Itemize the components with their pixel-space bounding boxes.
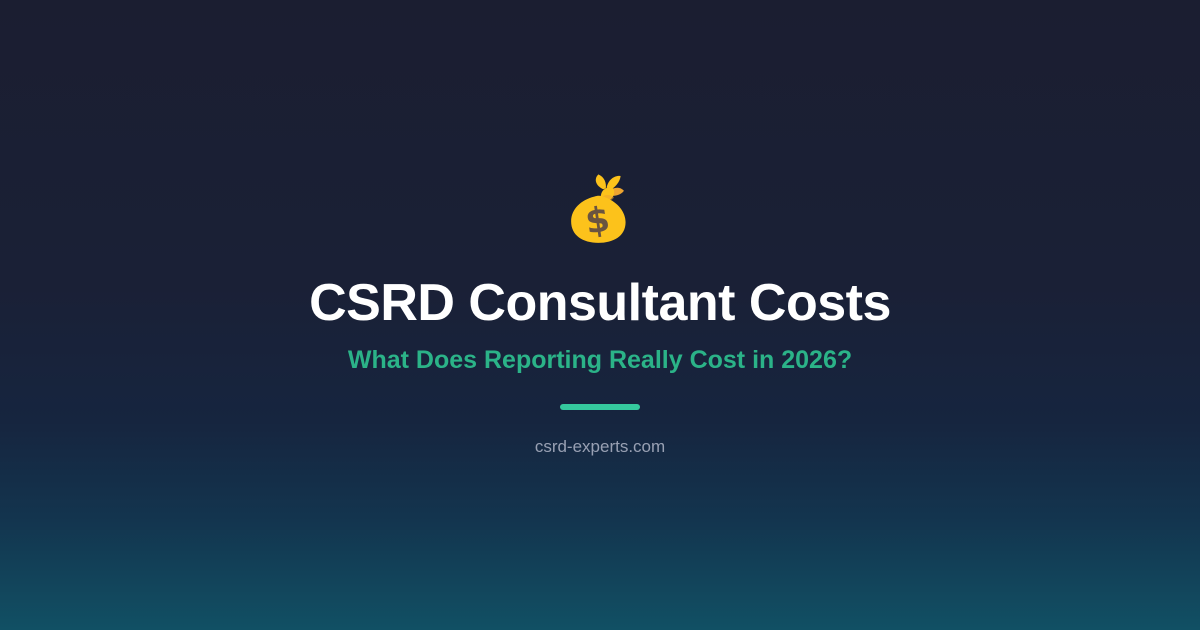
page-subtitle: What Does Reporting Really Cost in 2026? — [347, 345, 853, 374]
site-domain: csrd-experts.com — [534, 437, 666, 457]
svg-text:$: $ — [583, 199, 612, 242]
page-title: CSRD Consultant Costs — [309, 273, 891, 332]
accent-divider — [560, 404, 640, 411]
money-bag-icon: $ — [571, 173, 626, 243]
